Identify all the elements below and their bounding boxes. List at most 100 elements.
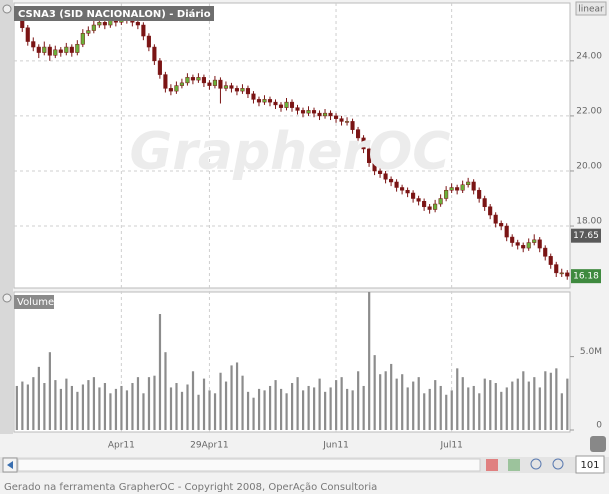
candle-body xyxy=(433,203,438,210)
scale-label[interactable]: linear xyxy=(578,5,604,15)
candle-body xyxy=(234,88,240,92)
candle-body xyxy=(295,107,300,111)
volume-bar xyxy=(335,380,338,430)
volume-bar xyxy=(538,387,541,430)
price-panel xyxy=(13,2,571,289)
volume-bar xyxy=(81,384,85,430)
plot-layer: 18.00 20.00 22.00 24.00 Apr11 29Apr11 Jun11 Jul… xyxy=(14,3,602,451)
price-marker xyxy=(571,228,601,243)
y-tick-label: 22.00 xyxy=(576,106,602,116)
candle-body xyxy=(36,46,41,53)
scale-button[interactable] xyxy=(575,1,607,16)
candle-body xyxy=(47,46,52,56)
volume-bar xyxy=(522,371,525,430)
volume-bar xyxy=(186,384,189,430)
candle-body xyxy=(311,110,317,114)
volume-bar xyxy=(423,393,426,430)
zoom-box[interactable] xyxy=(575,455,605,474)
volume-bar xyxy=(147,377,151,430)
zoom-in[interactable] xyxy=(552,458,564,470)
panel-button[interactable] xyxy=(2,4,12,14)
candle-body xyxy=(223,85,228,89)
candle-body xyxy=(174,85,179,92)
volume-bar xyxy=(252,397,255,430)
volume-bar xyxy=(395,378,398,430)
volume-bar xyxy=(351,390,354,430)
scroll-thumb[interactable] xyxy=(17,458,481,472)
candle-body xyxy=(499,223,504,227)
volume-bar xyxy=(340,377,343,430)
volume-bar xyxy=(197,394,200,430)
volume-bar xyxy=(87,380,90,430)
candle-body xyxy=(135,22,140,26)
candle-body xyxy=(466,181,471,185)
volume-bar xyxy=(202,378,206,430)
volume-bar xyxy=(48,352,51,430)
candle-body xyxy=(515,242,520,246)
tool-icon[interactable] xyxy=(486,459,498,471)
volume-bar xyxy=(246,391,250,430)
candle-body xyxy=(444,189,449,199)
volume-bar xyxy=(142,393,145,430)
volume-bar xyxy=(32,377,35,430)
candle-body xyxy=(422,201,427,208)
candle-body xyxy=(543,247,548,257)
candle-body xyxy=(372,162,377,172)
x-tick-label: Apr11 xyxy=(108,441,135,451)
volume-bar xyxy=(500,391,503,430)
candle-body xyxy=(455,187,460,191)
tool-icon[interactable] xyxy=(508,459,520,471)
volume-bar xyxy=(153,375,156,430)
candle-body xyxy=(201,77,206,84)
volume-bar xyxy=(224,381,228,430)
candle-body xyxy=(53,49,58,56)
volume-bar xyxy=(120,385,123,430)
candle-body xyxy=(322,112,328,117)
settings-button[interactable] xyxy=(590,436,606,452)
candle-body xyxy=(179,82,184,86)
volume-title-box xyxy=(14,295,54,309)
candle-body xyxy=(152,46,157,62)
candle-body xyxy=(526,242,531,249)
volume-bar xyxy=(483,378,486,430)
volume-bar xyxy=(357,371,360,430)
volume-bar xyxy=(346,388,349,430)
candle-body xyxy=(300,110,306,114)
candle-body xyxy=(378,170,383,174)
panel-button[interactable] xyxy=(2,293,12,303)
volume-bar xyxy=(494,383,497,430)
candle-body xyxy=(460,184,465,191)
volume-bar xyxy=(131,383,134,430)
candle-body xyxy=(438,198,443,205)
candle-body xyxy=(267,99,273,103)
candle-body xyxy=(504,225,509,238)
zoom-out[interactable] xyxy=(530,458,542,470)
volume-bar xyxy=(516,378,519,430)
volume-bar xyxy=(103,383,107,430)
volume-bar xyxy=(544,371,547,430)
candle-body xyxy=(185,77,190,84)
chart-title: CSNA3 (SID NACIONALON) - Diário xyxy=(18,8,211,20)
volume-bar xyxy=(92,377,96,430)
volume-bar xyxy=(527,381,530,430)
candle-body xyxy=(229,85,234,89)
candle-body xyxy=(168,88,173,92)
candle-body xyxy=(339,118,344,122)
candle-body xyxy=(64,46,69,53)
candle-body xyxy=(262,99,267,103)
candle-body xyxy=(306,110,311,114)
volume-bar xyxy=(478,393,481,430)
volume-bar xyxy=(114,388,118,430)
volume-bar xyxy=(445,394,448,430)
volume-bar xyxy=(472,385,475,430)
candle-body xyxy=(405,189,410,194)
candle-body xyxy=(471,181,476,191)
candle-body xyxy=(75,44,80,53)
candle-body xyxy=(273,101,278,106)
footer: Gerado na ferramenta GrapherOC - Copyrig… xyxy=(4,482,377,493)
volume-bar xyxy=(70,385,74,430)
volume-bar xyxy=(65,378,68,430)
zoom-value[interactable]: 101 xyxy=(580,460,599,471)
volume-bar xyxy=(54,380,57,430)
volume-bar xyxy=(417,377,420,430)
